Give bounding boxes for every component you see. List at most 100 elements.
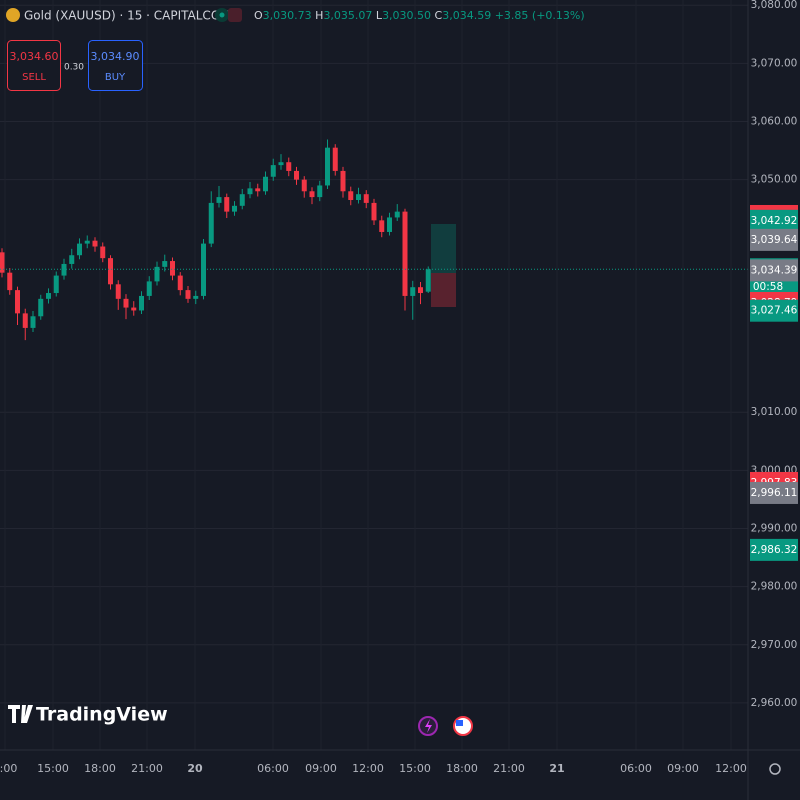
y-tick-label: 3,070.00 <box>751 57 798 69</box>
candle-body <box>53 275 59 294</box>
candle-body <box>394 211 400 218</box>
price-tag-label: 3,027.46 <box>751 305 798 317</box>
x-tick-label: 15:00 <box>37 762 69 775</box>
candle-body <box>379 220 385 232</box>
position-loss-zone <box>431 273 456 307</box>
sell-button[interactable] <box>7 40 61 91</box>
candle-body <box>123 298 129 308</box>
candle-body <box>263 176 268 192</box>
x-tick-label: 15:00 <box>399 762 431 775</box>
price-tag <box>750 259 798 282</box>
candle-body <box>286 162 292 171</box>
ohlc-key: C <box>435 9 443 22</box>
candle-body <box>208 202 214 244</box>
spread: 0.30 <box>64 63 84 73</box>
candle-body <box>0 252 5 273</box>
candle-body <box>340 170 346 192</box>
candle-body <box>309 191 315 198</box>
x-tick-label: 09:00 <box>305 762 337 775</box>
logo-mark <box>8 705 33 723</box>
price-tag <box>750 299 798 322</box>
candle-body <box>84 240 90 244</box>
y-tick-label: 2,970.00 <box>751 639 798 651</box>
price-tag <box>750 228 798 251</box>
settings-icon[interactable] <box>769 763 781 775</box>
symbol-title: Gold (XAUUSD) · 15 · CAPITALCOM <box>24 9 231 23</box>
y-tick-label: 2,960.00 <box>751 697 798 709</box>
candle-body <box>131 307 137 311</box>
candle-body <box>162 261 168 267</box>
candle-body <box>418 287 423 294</box>
candle-body <box>108 258 113 285</box>
ohlc-key: L <box>376 9 383 22</box>
price-tag-label: 3,042.92 <box>751 215 798 227</box>
y-tick-label: 3,060.00 <box>751 116 798 128</box>
x-tick-label: 20 <box>187 762 203 775</box>
price-tag-label: 2,996.11 <box>751 487 798 499</box>
x-tick-label: 21:00 <box>131 762 163 775</box>
sell-label: SELL <box>22 72 46 83</box>
sell-price: 3,034.60 <box>10 50 59 63</box>
x-tick-label: 12:00 <box>715 762 747 775</box>
price-tag-label: 3,034.39 <box>751 264 798 276</box>
candle-body <box>177 275 183 291</box>
price-tag <box>750 538 798 561</box>
plot <box>0 139 748 341</box>
candle-body <box>247 188 253 195</box>
candle-body <box>294 170 299 180</box>
y-tick-label: 3,080.00 <box>751 0 798 11</box>
candle-body <box>363 194 369 203</box>
candle-body <box>216 197 222 203</box>
x-tick-label: 21:00 <box>493 762 525 775</box>
price-tag-label: 2,986.32 <box>751 544 798 556</box>
candle-body <box>224 197 230 212</box>
status-dot <box>219 12 225 18</box>
candle-body <box>7 272 13 291</box>
candle-body <box>201 243 206 296</box>
ohlc-line: O3,030.73 H3,035.07 L3,030.50 C3,034.59 … <box>254 9 585 22</box>
candle-body <box>15 290 20 314</box>
candle-body <box>371 202 377 221</box>
candle-body <box>348 191 354 200</box>
ohlc-value: 3,030.50 <box>382 9 431 22</box>
candle-body <box>239 194 245 206</box>
logo-text: TradingView <box>36 704 168 726</box>
y-tick-label: 2,980.00 <box>751 581 798 593</box>
candle-body <box>425 269 431 292</box>
candle-body <box>332 147 338 171</box>
candle-body <box>22 313 28 328</box>
x-tick-label: 2:00 <box>0 762 17 775</box>
ohlc-value: 3,035.07 <box>323 9 372 22</box>
candle-body <box>154 266 160 282</box>
flag-canton <box>456 720 463 726</box>
x-tick-label: 18:00 <box>446 762 478 775</box>
candle-body <box>255 188 261 192</box>
buy-button[interactable] <box>88 40 143 91</box>
ohlc-value: 3,030.73 <box>263 9 312 22</box>
candle-body <box>139 295 144 311</box>
x-tick-label: 12:00 <box>352 762 384 775</box>
candle-body <box>46 293 51 299</box>
buy-price: 3,034.90 <box>91 50 140 63</box>
x-tick-label: 21 <box>549 762 564 775</box>
axis: 3,080.00 3,070.00 3,060.00 3,050.00 3,010.00… <box>0 0 798 775</box>
x-tick-label: 06:00 <box>257 762 289 775</box>
grid <box>0 4 748 704</box>
ohlc-change: +3.85 (+0.13%) <box>495 9 585 22</box>
candle-body <box>356 194 361 200</box>
symbol-icon <box>6 8 20 22</box>
y-tick-label: 3,010.00 <box>751 406 798 418</box>
candle-body <box>61 263 67 276</box>
candle-body <box>387 217 392 232</box>
candle-body <box>77 243 82 256</box>
price-tag-label: 3,039.64 <box>751 234 798 246</box>
candle-body <box>30 316 36 328</box>
x-tick-label: 18:00 <box>84 762 116 775</box>
x-tick-label: 09:00 <box>667 762 699 775</box>
candle-body <box>100 246 106 259</box>
candle-body <box>193 295 199 299</box>
candle-body <box>92 240 98 247</box>
